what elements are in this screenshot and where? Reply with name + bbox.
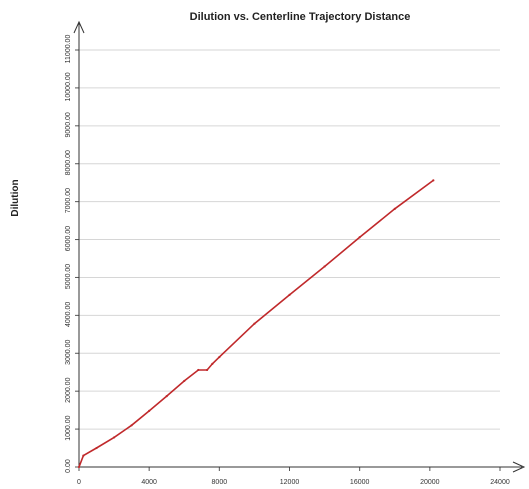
y-tick-label: 5000.00 <box>65 264 72 289</box>
y-tick-label: 6000.00 <box>65 226 72 251</box>
data-point <box>323 265 326 268</box>
y-tick-label: 3000.00 <box>65 340 72 365</box>
data-point <box>288 293 291 296</box>
x-tick-label: 16000 <box>350 479 370 486</box>
data-point <box>77 465 81 469</box>
y-tick-label: 0.00 <box>65 459 72 473</box>
data-point <box>205 368 209 372</box>
y-tick-label: 2000.00 <box>65 377 72 402</box>
x-tick-label: 24000 <box>490 479 510 486</box>
y-tick-label: 9000.00 <box>65 112 72 137</box>
x-tick-label: 12000 <box>280 479 300 486</box>
data-point <box>183 379 186 383</box>
x-tick-label: 8000 <box>212 479 228 486</box>
data-point <box>432 179 435 182</box>
y-tick-label: 10000.00 <box>65 72 72 101</box>
y-tick-label: 4000.00 <box>65 302 72 327</box>
data-point <box>148 409 151 412</box>
y-tick-label: 7000.00 <box>65 188 72 213</box>
data-point <box>218 355 221 359</box>
data-point <box>82 454 85 457</box>
data-point <box>358 236 361 239</box>
data-point <box>165 395 168 398</box>
series-line <box>78 179 434 468</box>
data-point <box>393 207 396 210</box>
y-tick-label: 8000.00 <box>65 150 72 175</box>
data-point <box>95 446 98 450</box>
data-point <box>130 424 133 427</box>
y-axis-arrow <box>73 20 85 34</box>
chart-title: Dilution vs. Centerline Trajectory Dista… <box>189 11 411 23</box>
y-tick-label: 1000.00 <box>65 415 72 440</box>
x-tick-label: 4000 <box>141 479 157 486</box>
x-tick-label: 20000 <box>420 479 440 486</box>
data-point <box>211 362 214 365</box>
data-point <box>197 368 200 372</box>
data-point <box>112 436 116 439</box>
y-tick-label: 11000.00 <box>65 35 72 64</box>
x-tick-label: 0 <box>77 479 81 486</box>
data-point <box>253 322 256 325</box>
x-axis-arrow <box>512 461 526 473</box>
